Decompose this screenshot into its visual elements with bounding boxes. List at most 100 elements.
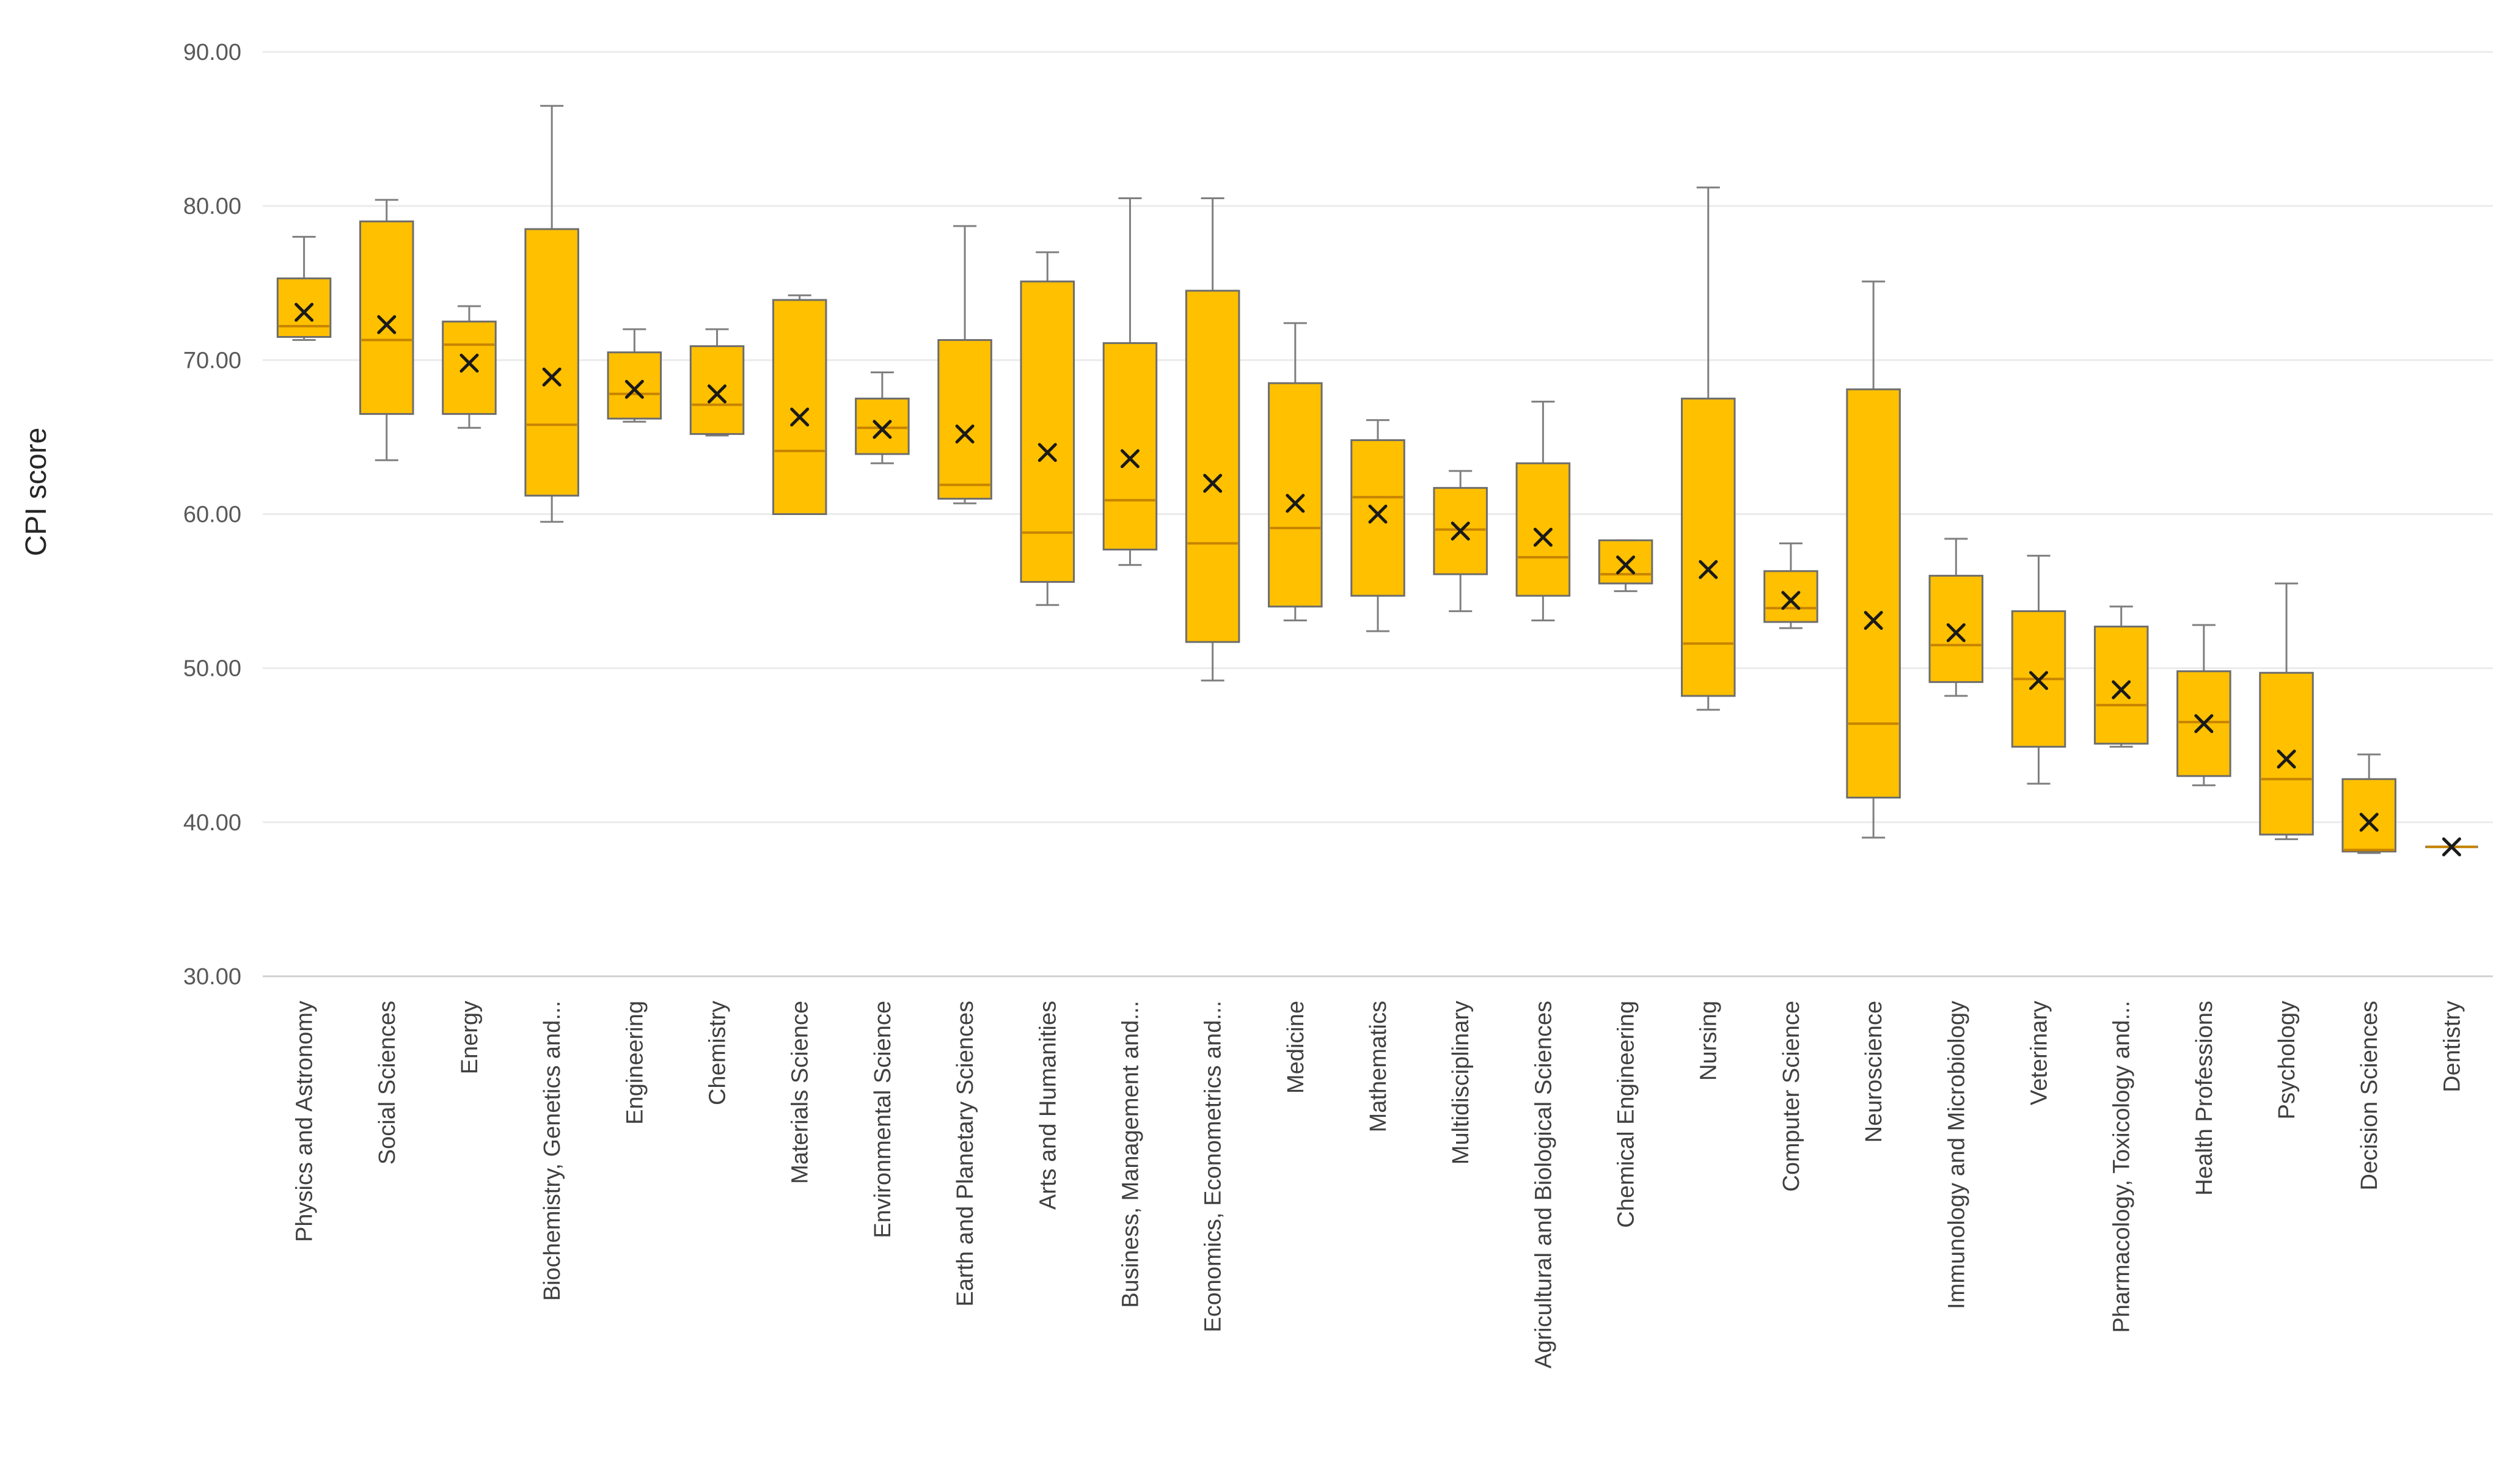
mean-marker: [1286, 494, 1305, 513]
x-category-label: Engineering: [622, 1001, 648, 1125]
mean-marker: [1533, 527, 1553, 547]
mean-marker: [1368, 505, 1388, 524]
iqr-box: [855, 397, 910, 455]
iqr-box: [1020, 280, 1075, 583]
mean-marker: [1864, 610, 1883, 630]
iqr-box: [1185, 290, 1240, 643]
x-category-label: Dentistry: [2439, 1001, 2465, 1092]
mean-marker: [624, 379, 644, 399]
iqr-box: [2341, 778, 2396, 853]
mean-marker: [2277, 749, 2296, 769]
mean-marker: [2029, 671, 2048, 690]
box-group: [1020, 251, 1075, 606]
iqr-box: [276, 277, 332, 338]
box-group: [1763, 542, 1818, 629]
mean-marker: [1203, 473, 1223, 493]
box-group: [937, 225, 992, 505]
x-category-label: Environmental Science: [870, 1001, 896, 1238]
box-group: [2259, 582, 2314, 841]
box-group: [1846, 280, 1901, 839]
iqr-box: [937, 339, 992, 500]
mean-marker: [2442, 837, 2461, 857]
y-axis-ticks: 30.00 40.00 50.00 60.00 70.00 80.00 90.00: [183, 40, 241, 990]
box-group: [1268, 322, 1323, 621]
iqr-box: [1928, 574, 1984, 683]
iqr-box: [1598, 539, 1653, 585]
box-group: [1928, 538, 1984, 697]
iqr-box: [359, 220, 414, 415]
iqr-box: [442, 320, 497, 415]
x-category-label: Arts and Humanities: [1035, 1001, 1061, 1210]
x-category-label: Health Professions: [2192, 1001, 2217, 1196]
x-category-label: Psychology: [2274, 1001, 2300, 1119]
mean-marker: [1946, 623, 1966, 643]
iqr-box: [772, 299, 827, 515]
box-group: [1185, 197, 1240, 682]
iqr-box: [1268, 382, 1323, 608]
x-category-label: Biochemistry, Genetics and...: [540, 1001, 565, 1301]
box-group: [524, 104, 579, 523]
box-group: [1598, 539, 1653, 593]
mean-marker: [2112, 680, 2131, 700]
iqr-box: [607, 351, 662, 420]
mean-marker: [1699, 560, 1718, 579]
x-category-label: Decision Sciences: [2357, 1001, 2382, 1190]
box-group: [359, 199, 414, 461]
x-category-label: Social Sciences: [375, 1001, 400, 1164]
x-category-label: Pharmacology, Toxicology and...: [2109, 1001, 2135, 1333]
box-group: [2341, 753, 2396, 854]
iqr-box: [2259, 671, 2314, 836]
box-series: [276, 104, 2478, 857]
y-tick-label: 80.00: [183, 194, 241, 219]
x-category-label: Neuroscience: [1861, 1001, 1887, 1142]
box-group: [855, 371, 910, 464]
y-tick-label: 40.00: [183, 810, 241, 836]
box-group: [1680, 186, 1736, 711]
box-group: [1350, 419, 1405, 632]
box-group: [2093, 605, 2149, 748]
mean-marker: [955, 424, 975, 444]
x-category-label: Economics, Econometrics and...: [1201, 1001, 1226, 1332]
mean-marker: [1616, 555, 1636, 575]
box-group: [689, 328, 745, 437]
box-group: [1433, 470, 1488, 612]
x-category-label: Immunology and Microbiology: [1944, 1001, 1969, 1309]
iqr-box: [524, 228, 579, 497]
box-group: [2176, 624, 2231, 786]
mean-marker: [708, 384, 727, 404]
mean-marker: [295, 302, 314, 322]
box-group: [1102, 197, 1158, 566]
x-axis-category-labels: Physics and Astronomy Social Sciences Ener…: [292, 1001, 2465, 1369]
mean-marker: [1038, 443, 1057, 462]
y-tick-label: 90.00: [183, 40, 241, 65]
x-category-label: Medicine: [1283, 1001, 1309, 1094]
mean-marker: [1781, 591, 1801, 610]
iqr-box: [1680, 397, 1736, 697]
box-group: [442, 305, 497, 429]
y-tick-label: 60.00: [183, 502, 241, 528]
mean-marker: [459, 353, 479, 373]
x-category-label: Materials Science: [788, 1001, 813, 1184]
mean-marker: [1120, 449, 1140, 469]
iqr-box: [1350, 439, 1405, 597]
iqr-box: [1515, 462, 1571, 597]
box-group: [607, 328, 662, 423]
y-axis-title: CPI score: [20, 428, 53, 557]
box-group: [276, 236, 332, 342]
x-category-label: Multidisciplinary: [1448, 1001, 1474, 1164]
x-category-label: Nursing: [1696, 1001, 1722, 1081]
x-category-label: Physics and Astronomy: [292, 1001, 318, 1242]
mean-marker: [542, 367, 562, 387]
x-category-label: Chemical Engineering: [1614, 1001, 1639, 1228]
x-category-label: Mathematics: [1366, 1001, 1391, 1132]
mean-marker: [1451, 521, 1470, 541]
y-tick-label: 70.00: [183, 348, 241, 373]
box-group: [772, 294, 827, 515]
box-group: [1515, 400, 1571, 621]
iqr-box: [1846, 388, 1901, 799]
x-category-label: Energy: [457, 1001, 483, 1074]
mean-marker: [2359, 813, 2379, 832]
x-category-label: Agricultural and Biological Sciences: [1531, 1001, 1556, 1369]
